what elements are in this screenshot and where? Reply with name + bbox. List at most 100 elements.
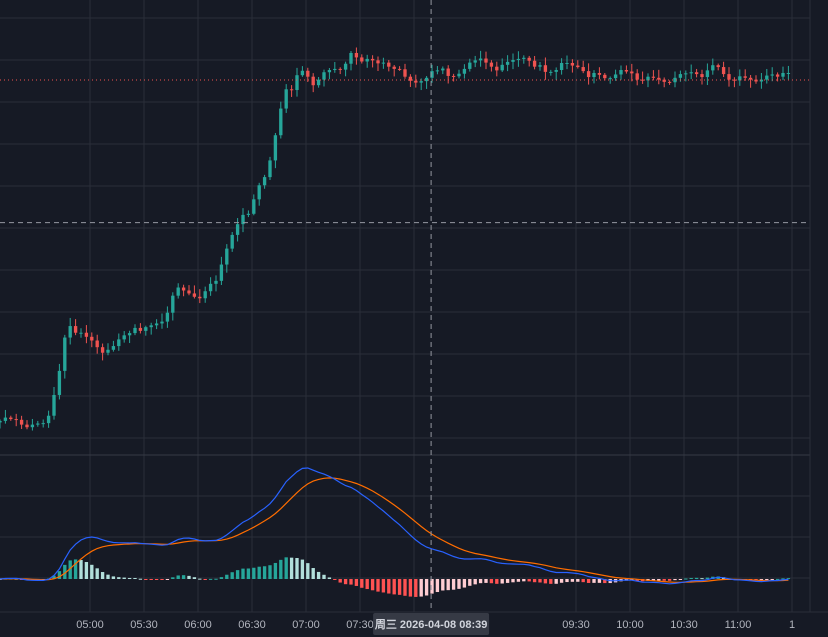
candle (673, 71, 677, 88)
grid (0, 0, 811, 612)
candle (176, 283, 180, 299)
candle-body (613, 74, 618, 79)
candle-body (430, 71, 434, 78)
candle-body (543, 65, 548, 72)
candle (403, 63, 407, 79)
candle (235, 218, 240, 242)
candle-body (19, 419, 24, 425)
candle-body (165, 312, 170, 322)
macd-histogram-bar (694, 577, 699, 579)
candle-body (586, 71, 591, 78)
candle-body (532, 60, 537, 67)
macd-histogram-bar (543, 579, 548, 584)
candle-body (262, 177, 267, 186)
candle (171, 292, 175, 321)
candle (705, 63, 710, 86)
candle (73, 319, 78, 336)
candle-body (333, 68, 337, 71)
candle-body (667, 81, 672, 83)
candle (576, 60, 580, 69)
candle (138, 323, 143, 334)
macd-histogram-bar (770, 579, 774, 580)
candle-body (187, 290, 191, 294)
macd-histogram-bar (349, 579, 353, 585)
candle-body (338, 68, 342, 70)
candle-body (52, 394, 56, 416)
candle (662, 77, 666, 88)
macd-histogram-bar (657, 579, 661, 581)
time-axis-tick-label: 06:00 (184, 619, 212, 631)
candle-body (522, 57, 526, 59)
macd-histogram-bar (775, 578, 780, 580)
candle-body (700, 74, 704, 78)
macd-histogram-bar (505, 579, 510, 583)
candle (554, 67, 558, 80)
candle-body (608, 78, 612, 80)
macd-histogram-bar (295, 558, 299, 579)
candle (273, 132, 278, 169)
candle (262, 174, 267, 189)
candle-body (581, 67, 585, 72)
candle (41, 419, 45, 428)
macd-histogram-bar (381, 579, 386, 593)
candle (122, 331, 126, 343)
candle (165, 306, 170, 328)
candle (597, 67, 602, 80)
candle (468, 58, 472, 72)
macd-histogram-bar (289, 557, 294, 579)
candle-body (689, 72, 693, 74)
macd-histogram-bar (392, 579, 396, 595)
candle-body (192, 293, 197, 297)
candle (192, 285, 197, 299)
candle (365, 54, 369, 68)
macd-histogram-bar (446, 579, 450, 591)
candle (765, 68, 769, 84)
candle-body (765, 75, 769, 80)
candle (127, 330, 132, 344)
candle (111, 340, 116, 352)
candle (484, 51, 488, 70)
candle-body (635, 73, 639, 80)
candle (397, 66, 402, 71)
macd-histogram-bar (370, 579, 375, 591)
candle-body (662, 79, 666, 82)
macd-histogram-bar (176, 575, 180, 579)
macd-histogram-bar (122, 577, 126, 579)
macd-histogram-bar (451, 579, 456, 590)
candle-body (711, 65, 715, 71)
macd-histogram-bar (300, 559, 305, 579)
candle (208, 277, 213, 296)
candle-body (360, 57, 364, 62)
macd-histogram-bar (192, 577, 197, 579)
candle (721, 61, 726, 77)
macd-histogram-bar (678, 579, 683, 580)
macd-histogram-bar (73, 559, 78, 579)
macd-histogram-bar (387, 579, 391, 594)
candle (149, 322, 153, 335)
candle-body (322, 72, 326, 80)
candle (640, 71, 645, 84)
macd-histogram-bar (63, 564, 67, 579)
candle (684, 70, 688, 82)
candle-body (149, 325, 153, 328)
candle-body (46, 415, 51, 424)
macd-histogram-bar (576, 579, 580, 582)
candle-body (349, 52, 353, 64)
candle-body (106, 349, 110, 353)
candle-body (684, 73, 688, 75)
candle-body (198, 296, 202, 299)
candle (0, 419, 2, 429)
macd-histogram-bar (273, 562, 278, 579)
time-axis-tick-label: 09:30 (562, 619, 590, 631)
candle (246, 210, 251, 218)
candle-body (727, 74, 731, 80)
candle-body (630, 71, 634, 74)
candle-body (705, 70, 710, 78)
candle-body (716, 65, 720, 68)
macd-histogram-bar (84, 562, 89, 579)
candle-body (181, 287, 186, 291)
candle (619, 65, 623, 80)
macd-histogram-bar (527, 579, 531, 582)
